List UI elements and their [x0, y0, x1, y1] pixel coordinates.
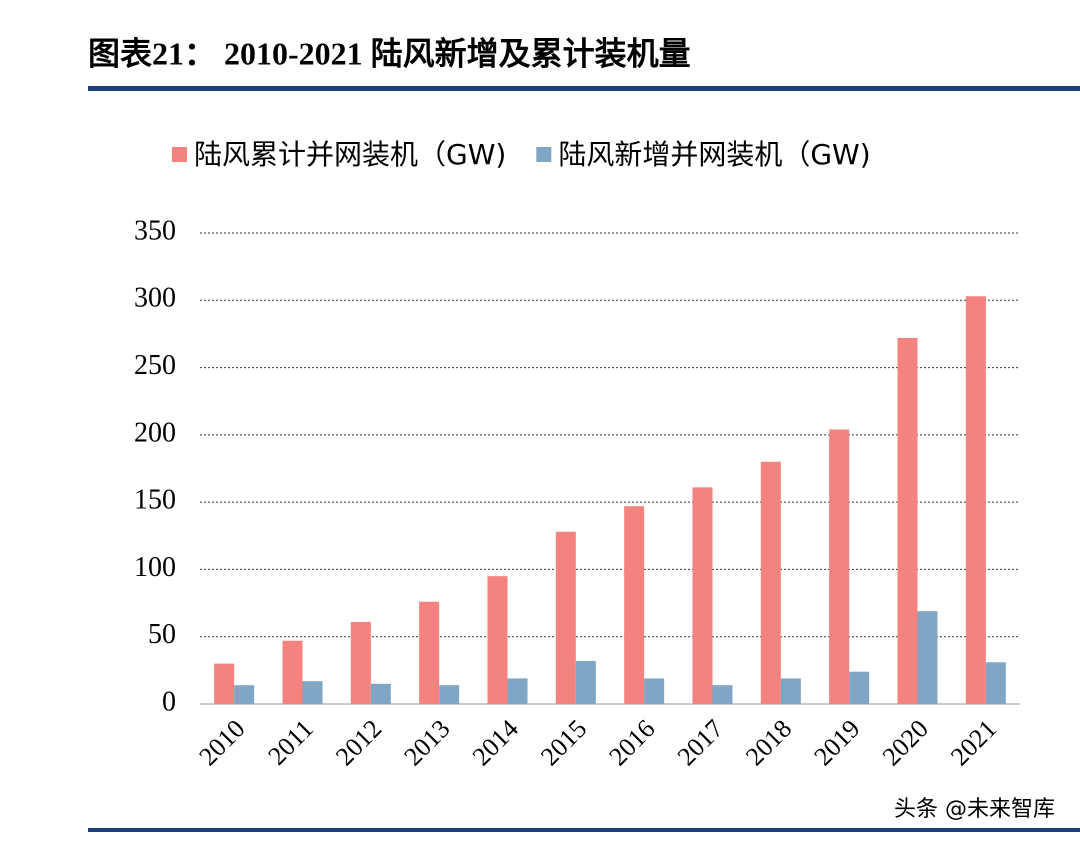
bar [302, 681, 323, 704]
chart-title: 图表21： 2010-2021 陆风新增及累计装机量 [88, 35, 691, 71]
bar [692, 487, 713, 704]
legend-label: 陆风累计并网装机（GW) [194, 138, 506, 171]
y-tick-label: 0 [162, 686, 176, 717]
bar [760, 461, 781, 704]
bar [234, 685, 255, 704]
bottom-rule [88, 828, 1080, 832]
x-tick-label: 2019 [808, 714, 865, 771]
y-tick-label: 150 [134, 485, 176, 516]
bar [849, 671, 870, 704]
title-rule [88, 86, 1080, 91]
y-tick-label: 100 [134, 552, 176, 583]
bar [897, 337, 918, 704]
x-tick-label: 2010 [193, 714, 250, 771]
bar [985, 662, 1006, 704]
watermark: 头条 @未来智库 [894, 797, 1055, 822]
x-tick-label: 2020 [877, 714, 934, 771]
bar [780, 678, 801, 704]
legend-swatch [536, 147, 552, 162]
legend-swatch [172, 147, 187, 162]
bar [624, 506, 645, 704]
y-tick-label: 50 [148, 619, 176, 650]
legend-label: 陆风新增并网装机（GW) [558, 138, 870, 171]
x-tick-label: 2011 [262, 714, 319, 771]
bar [350, 621, 371, 704]
bar [917, 611, 938, 704]
bar [439, 685, 460, 704]
x-tick-label: 2014 [467, 714, 524, 771]
bar [644, 678, 665, 704]
y-tick-label: 200 [134, 417, 176, 448]
x-tick-label: 2013 [398, 714, 455, 771]
y-tick-label: 350 [134, 215, 176, 246]
bar [487, 576, 508, 704]
bar [419, 601, 440, 704]
x-tick-label: 2021 [945, 714, 1002, 771]
y-tick-label: 300 [134, 283, 176, 314]
bar [555, 531, 576, 704]
bar [370, 683, 391, 704]
x-tick-label: 2016 [603, 714, 660, 771]
bar [214, 663, 235, 704]
x-tick-label: 2018 [740, 714, 797, 771]
bar [282, 640, 303, 704]
x-tick-label: 2012 [330, 714, 387, 771]
bar [575, 660, 596, 704]
bar [965, 296, 986, 704]
y-tick-label: 250 [134, 350, 176, 381]
x-tick-label: 2015 [535, 714, 592, 771]
bar [712, 685, 733, 704]
x-tick-label: 2017 [672, 714, 729, 771]
bar [829, 429, 850, 704]
bar [507, 678, 528, 704]
